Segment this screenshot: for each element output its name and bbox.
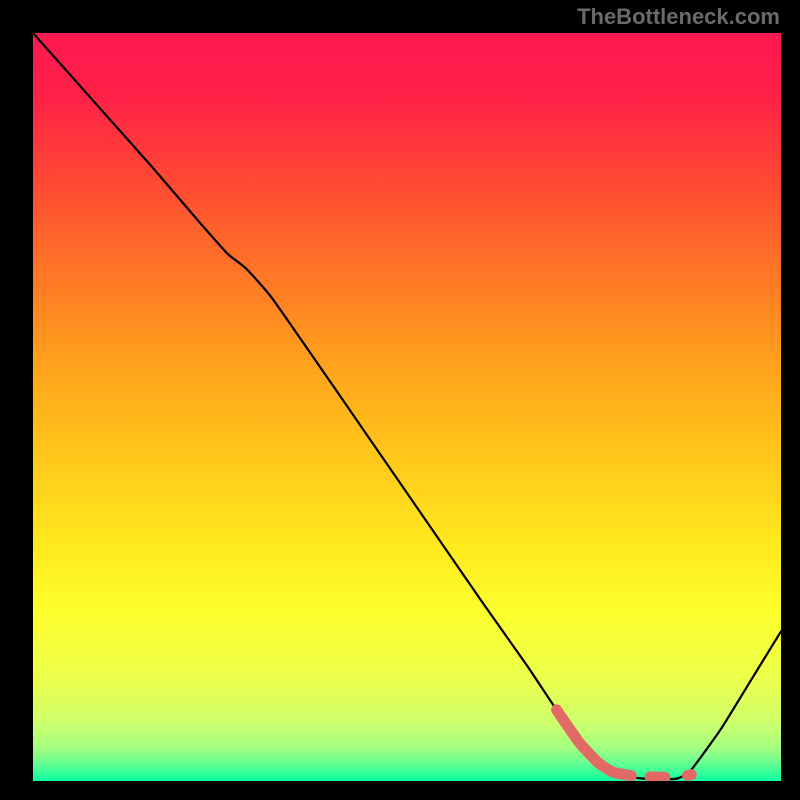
chart-plot-area (33, 33, 781, 781)
watermark-text: TheBottleneck.com (577, 4, 780, 30)
optimal-zone-highlight (557, 710, 692, 777)
bottleneck-curve (33, 33, 781, 779)
optimal-zone-segment (557, 710, 632, 776)
optimal-zone-segment (688, 775, 692, 776)
chart-svg-overlay (33, 33, 781, 781)
